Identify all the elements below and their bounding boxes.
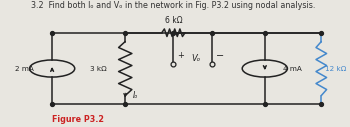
Text: 2 mA: 2 mA	[15, 66, 34, 72]
Text: 3 kΩ: 3 kΩ	[90, 66, 107, 72]
Text: 12 kΩ: 12 kΩ	[325, 66, 347, 72]
Text: 3.2  Find both Iₒ and Vₒ in the network in Fig. P3.2 using nodal analysis.: 3.2 Find both Iₒ and Vₒ in the network i…	[31, 1, 316, 10]
Text: Figure P3.2: Figure P3.2	[52, 115, 104, 124]
Text: Vₒ: Vₒ	[191, 54, 201, 63]
Text: Iₒ: Iₒ	[133, 91, 138, 100]
Text: 4 mA: 4 mA	[283, 66, 302, 72]
Text: −: −	[216, 51, 224, 61]
Text: +: +	[177, 51, 184, 60]
Text: 6 kΩ: 6 kΩ	[164, 16, 182, 25]
